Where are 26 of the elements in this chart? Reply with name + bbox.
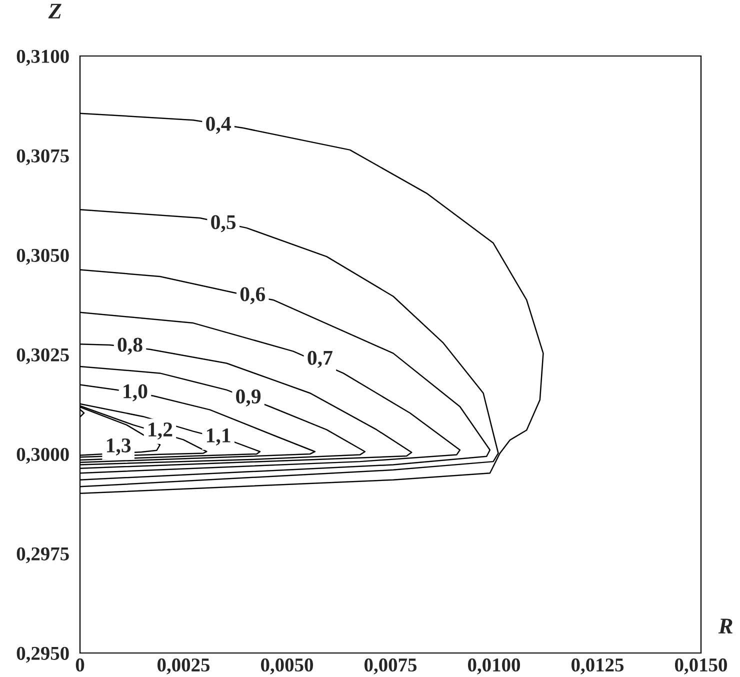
y-tick-label: 0,3100 [16,50,69,66]
y-tick-label: 0,3075 [16,149,69,166]
annotation: 0,6 [240,287,266,304]
x-tick-label: 0 [76,658,84,672]
annotation: 0,4 [206,116,231,134]
x-tick-label: 0,0050 [261,658,313,674]
annotation: 1,1 [206,428,230,446]
x-tick-label: 0,0150 [675,658,727,674]
x-tick-label: 0,0075 [364,658,417,674]
annotation: 1,2 [148,422,172,440]
y-tick-label: 0,3000 [16,448,69,464]
annotation: 1,3 [106,438,131,456]
y-axis-title: Z [48,4,62,18]
annotation: 0,9 [236,389,261,407]
x-tick-label: 0,0125 [572,658,624,674]
x-axis-title: R [718,618,732,634]
y-tick-label: 0,3050 [16,248,69,265]
annotation: 0,5 [211,215,236,232]
x-tick-label: 0,0100 [468,658,520,674]
y-tick-label: 0,2950 [16,646,69,663]
annotation: 0,8 [118,338,142,355]
y-tick-label: 0,2975 [16,547,69,564]
y-tick-label: 0,3025 [16,348,69,364]
annotation: 1,0 [124,384,148,402]
annotation: 0,7 [308,350,332,368]
x-tick-label: 0,0025 [158,658,210,674]
